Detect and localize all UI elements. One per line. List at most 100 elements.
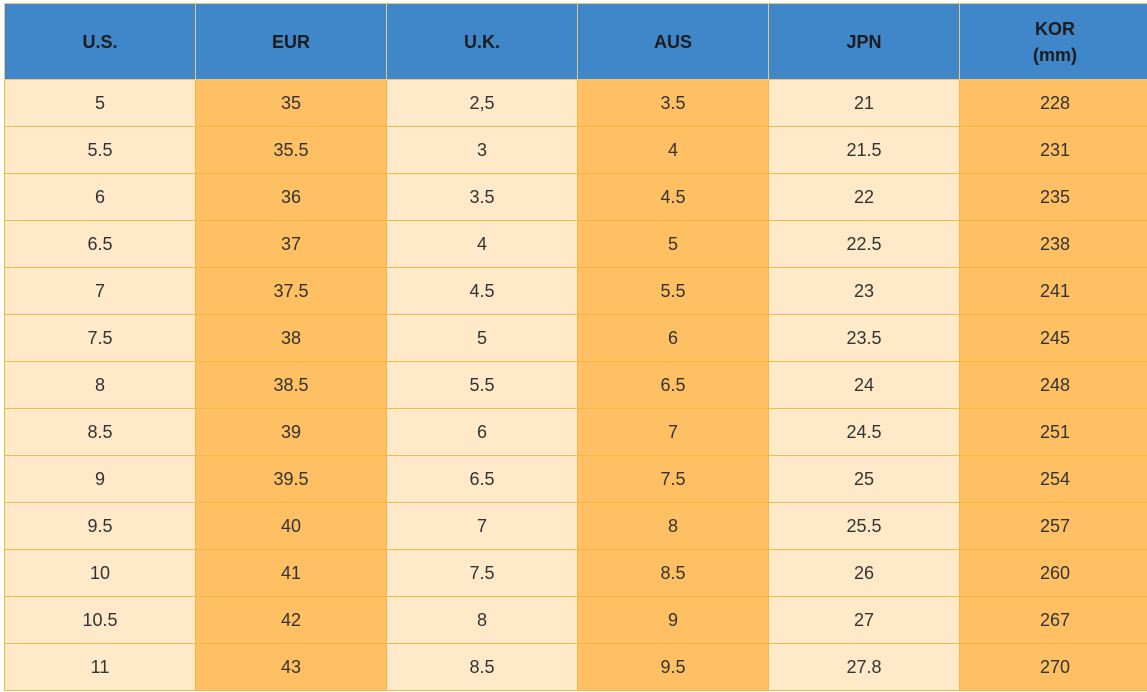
table-row: 5.5 35.5 3 4 21.5 231 (4, 126, 1147, 174)
table-cell: 5 (577, 220, 769, 268)
header-cell: U.K. (386, 3, 578, 80)
table-cell: 7.5 (577, 455, 769, 503)
table-cell: 6 (577, 314, 769, 362)
table-cell: 25.5 (768, 502, 960, 550)
table-header: U.S. EUR U.K. AUS JPN KOR (mm) (4, 3, 1147, 80)
table-cell: 37.5 (195, 267, 387, 315)
table-cell: 245 (959, 314, 1147, 362)
table-cell: 35 (195, 79, 387, 127)
table-cell: 22 (768, 173, 960, 221)
table-cell: 4.5 (577, 173, 769, 221)
table-cell: 38 (195, 314, 387, 362)
table-row: 11 43 8.5 9.5 27.8 270 (4, 643, 1147, 691)
table-cell: 7.5 (4, 314, 196, 362)
table-cell: 260 (959, 549, 1147, 597)
table-cell: 257 (959, 502, 1147, 550)
table-cell: 8 (4, 361, 196, 409)
header-cell: EUR (195, 3, 387, 80)
table-cell: 235 (959, 173, 1147, 221)
table-cell: 6.5 (386, 455, 578, 503)
table-cell: 43 (195, 643, 387, 691)
table-cell: 270 (959, 643, 1147, 691)
header-cell: JPN (768, 3, 960, 80)
table-cell: 8.5 (386, 643, 578, 691)
table-cell: 41 (195, 549, 387, 597)
table-cell: 37 (195, 220, 387, 268)
table-cell: 4.5 (386, 267, 578, 315)
table-cell: 5.5 (386, 361, 578, 409)
size-table: U.S. EUR U.K. AUS JPN KOR (mm) 5 35 2,5 3.5 21 228… (4, 3, 1147, 691)
table-cell: 24 (768, 361, 960, 409)
table-cell: 254 (959, 455, 1147, 503)
table-cell: 22.5 (768, 220, 960, 268)
table-cell: 8 (577, 502, 769, 550)
table-row: 10.5 42 8 9 27 267 (4, 596, 1147, 644)
table-cell: 238 (959, 220, 1147, 268)
table-cell: 2,5 (386, 79, 578, 127)
table-cell: 267 (959, 596, 1147, 644)
table-cell: 38.5 (195, 361, 387, 409)
table-cell: 7 (577, 408, 769, 456)
header-cell: AUS (577, 3, 769, 80)
table-cell: 10 (4, 549, 196, 597)
table-cell: 228 (959, 79, 1147, 127)
table-cell: 231 (959, 126, 1147, 174)
table-cell: 39.5 (195, 455, 387, 503)
table-cell: 3 (386, 126, 578, 174)
table-cell: 21 (768, 79, 960, 127)
table-cell: 42 (195, 596, 387, 644)
table-cell: 7 (386, 502, 578, 550)
table-cell: 35.5 (195, 126, 387, 174)
table-cell: 4 (386, 220, 578, 268)
table-cell: 39 (195, 408, 387, 456)
table-cell: 4 (577, 126, 769, 174)
table-cell: 27.8 (768, 643, 960, 691)
table-row: 9.5 40 7 8 25.5 257 (4, 502, 1147, 550)
header-cell: U.S. (4, 3, 196, 80)
table-cell: 9.5 (577, 643, 769, 691)
table-cell: 25 (768, 455, 960, 503)
table-cell: 8.5 (577, 549, 769, 597)
table-cell: 5.5 (577, 267, 769, 315)
header-row: U.S. EUR U.K. AUS JPN KOR (mm) (4, 3, 1147, 80)
table-row: 9 39.5 6.5 7.5 25 254 (4, 455, 1147, 503)
table-cell: 6.5 (4, 220, 196, 268)
table-cell: 23.5 (768, 314, 960, 362)
table-row: 5 35 2,5 3.5 21 228 (4, 79, 1147, 127)
table-cell: 11 (4, 643, 196, 691)
table-cell: 5 (4, 79, 196, 127)
table-cell: 36 (195, 173, 387, 221)
table-cell: 9 (577, 596, 769, 644)
table-cell: 24.5 (768, 408, 960, 456)
table-cell: 3.5 (577, 79, 769, 127)
header-cell: KOR (mm) (959, 3, 1147, 80)
table-cell: 6 (4, 173, 196, 221)
size-chart: U.S. EUR U.K. AUS JPN KOR (mm) 5 35 2,5 3.5 21 228… (4, 3, 1147, 691)
table-row: 6 36 3.5 4.5 22 235 (4, 173, 1147, 221)
table-cell: 5.5 (4, 126, 196, 174)
table-cell: 7 (4, 267, 196, 315)
table-cell: 8 (386, 596, 578, 644)
table-body: 5 35 2,5 3.5 21 228 5.5 35.5 3 4 21.5 231 6 36 3.5 4.5 2… (4, 79, 1147, 691)
table-cell: 6 (386, 408, 578, 456)
table-cell: 26 (768, 549, 960, 597)
table-cell: 8.5 (4, 408, 196, 456)
table-cell: 241 (959, 267, 1147, 315)
table-cell: 9.5 (4, 502, 196, 550)
table-cell: 40 (195, 502, 387, 550)
table-cell: 23 (768, 267, 960, 315)
table-cell: 21.5 (768, 126, 960, 174)
table-row: 6.5 37 4 5 22.5 238 (4, 220, 1147, 268)
table-row: 8 38.5 5.5 6.5 24 248 (4, 361, 1147, 409)
table-cell: 251 (959, 408, 1147, 456)
table-row: 8.5 39 6 7 24.5 251 (4, 408, 1147, 456)
table-cell: 7.5 (386, 549, 578, 597)
table-cell: 248 (959, 361, 1147, 409)
table-cell: 10.5 (4, 596, 196, 644)
table-cell: 6.5 (577, 361, 769, 409)
table-row: 7.5 38 5 6 23.5 245 (4, 314, 1147, 362)
table-cell: 3.5 (386, 173, 578, 221)
table-cell: 27 (768, 596, 960, 644)
table-row: 7 37.5 4.5 5.5 23 241 (4, 267, 1147, 315)
